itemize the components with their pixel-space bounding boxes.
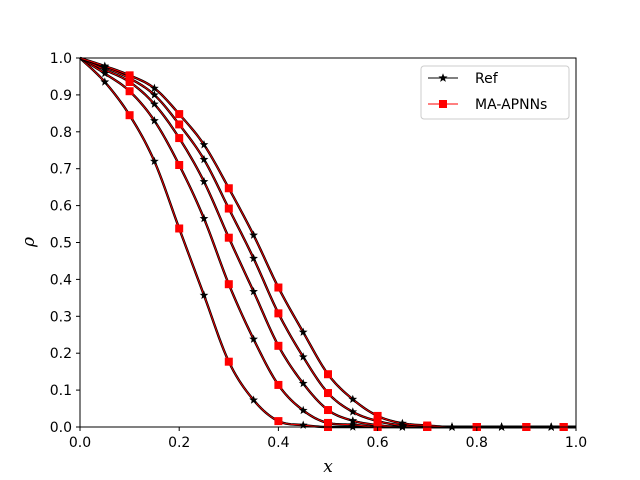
ref-marker	[298, 420, 308, 429]
ref-marker	[348, 416, 358, 425]
ref-marker	[298, 405, 308, 415]
ref-marker	[100, 77, 110, 86]
legend-ref-star-icon	[438, 73, 448, 82]
ma-marker	[224, 357, 233, 366]
ref-marker	[298, 352, 308, 361]
ref-marker	[249, 253, 258, 263]
ma-marker	[224, 280, 233, 289]
ref-marker	[199, 140, 209, 149]
legend-ma-label: MA-APNNs	[475, 97, 547, 113]
ma-marker	[324, 389, 332, 398]
x-tick-label: 0.0	[69, 435, 91, 451]
ma-marker	[224, 204, 233, 213]
ref-marker	[298, 327, 308, 336]
ref-marker	[199, 290, 209, 299]
ref-marker	[150, 99, 159, 108]
y-tick-label: 0.3	[50, 309, 72, 325]
ma-marker	[373, 417, 382, 426]
ref-marker	[199, 213, 209, 223]
y-tick-label: 0.4	[50, 272, 72, 288]
y-axis-ticks: 0.0 0.1 0.2 0.3 0.4 0.5 0.6 0.7 0.8 0.9 1.0	[50, 51, 80, 436]
legend-box	[420, 65, 570, 120]
x-tick-label: 1.0	[565, 435, 587, 451]
y-tick-label: 1.0	[50, 51, 72, 67]
ref-marker	[150, 116, 159, 125]
ref-marker	[398, 418, 407, 428]
ma-marker	[224, 184, 233, 193]
x-tick-label: 0.2	[168, 435, 190, 451]
ma-marker	[125, 111, 134, 120]
x-axis-label: x	[323, 457, 333, 477]
ma-marker	[125, 71, 134, 80]
y-tick-label: 0.5	[50, 236, 72, 252]
ma-marker	[324, 406, 332, 415]
x-tick-label: 0.4	[267, 435, 289, 451]
y-tick-label: 0.8	[50, 125, 72, 141]
ma-marker	[274, 309, 283, 318]
ref-marker	[100, 68, 110, 78]
legend: Ref MA-APNNs	[420, 65, 570, 120]
ma-marker	[274, 380, 283, 389]
x-axis-ticks: 0.0 0.2 0.4 0.6 0.8 1.0	[69, 427, 587, 451]
ref-marker	[100, 61, 110, 70]
ref-marker	[150, 83, 159, 92]
ref-marker	[249, 395, 258, 404]
ma-marker	[324, 370, 332, 379]
ma-marker	[224, 233, 233, 242]
ma-marker	[175, 134, 184, 143]
ma-marker	[274, 283, 283, 292]
ref-marker	[150, 156, 159, 166]
ma-marker	[125, 87, 134, 96]
ma-marker	[175, 120, 184, 129]
y-tick-label: 0.1	[50, 383, 72, 399]
ref-marker	[199, 154, 209, 164]
ref-marker	[249, 286, 258, 296]
y-tick-label: 0.9	[50, 88, 72, 104]
legend-ma-square-icon	[439, 100, 447, 108]
ma-marker	[373, 421, 382, 430]
ma-marker	[175, 224, 184, 233]
ma-marker	[274, 341, 283, 350]
ref-marker	[298, 378, 308, 388]
x-tick-label: 0.8	[466, 435, 488, 451]
y-axis-label: ρ	[19, 237, 39, 248]
ma-marker	[324, 418, 332, 427]
x-tick-label: 0.6	[366, 435, 388, 451]
ref-marker	[249, 334, 258, 343]
ref-marker	[199, 177, 209, 186]
ref-marker	[150, 90, 159, 99]
y-tick-label: 0.6	[50, 199, 72, 215]
ref-marker	[348, 394, 358, 404]
legend-ref-label: Ref	[475, 71, 499, 87]
ma-marker	[175, 110, 184, 119]
y-tick-label: 0.0	[50, 420, 72, 436]
ma-marker	[373, 411, 382, 420]
y-tick-label: 0.7	[50, 162, 72, 178]
ma-marker	[175, 161, 184, 170]
ref-marker	[348, 420, 358, 429]
y-tick-label: 0.2	[50, 346, 72, 362]
ref-marker	[348, 407, 358, 416]
ref-marker	[249, 230, 258, 239]
ma-marker	[423, 421, 432, 430]
ma-marker	[274, 417, 283, 426]
ref-marker	[100, 65, 110, 74]
